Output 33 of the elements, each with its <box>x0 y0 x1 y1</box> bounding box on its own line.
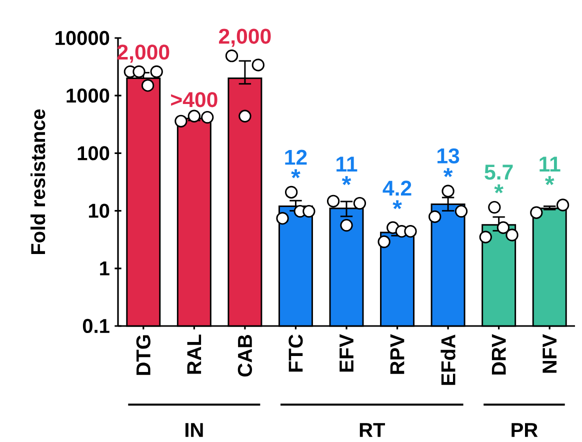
y-tick-label: 1000 <box>66 88 110 103</box>
y-axis-title: Fold resistance <box>30 109 46 254</box>
y-tick-label: 1 <box>100 262 110 276</box>
annotation: * <box>392 200 402 210</box>
text: PR <box>512 423 538 437</box>
y-tick-label: 0.1 <box>82 318 110 334</box>
x-tick-label: DTG <box>136 335 150 375</box>
x-tick-label: EFV <box>340 334 354 372</box>
data-label: 11 <box>540 156 560 172</box>
y-tick-label: 10 <box>88 204 110 218</box>
annotation: * <box>443 168 453 178</box>
annotation: * <box>291 169 300 178</box>
data-label: >400 <box>171 92 218 108</box>
x-tick-label: DRV <box>492 334 506 375</box>
x-tick-label: CAB <box>238 334 252 377</box>
annotation: * <box>494 184 504 194</box>
text: RT <box>360 423 385 437</box>
text: IN <box>186 423 203 437</box>
y-tick-label: 100 <box>78 146 110 160</box>
x-tick-label: RPV <box>390 334 404 374</box>
data-label: 11 <box>336 156 358 172</box>
x-tick-label: RAL <box>187 334 202 374</box>
data-label: 4.2 <box>382 180 412 196</box>
x-tick-label: FTC <box>288 334 303 372</box>
data-label: 2,000 <box>218 28 271 47</box>
x-tick-label: NFV <box>542 334 556 373</box>
data-label: 5.7 <box>484 164 513 180</box>
data-label: 12 <box>285 150 307 165</box>
x-tick-label: EFdA <box>440 334 456 385</box>
annotation: * <box>544 176 554 186</box>
annotation: * <box>342 176 352 186</box>
data-label: 13 <box>438 148 460 164</box>
y-tick-label: 10000 <box>56 30 110 46</box>
